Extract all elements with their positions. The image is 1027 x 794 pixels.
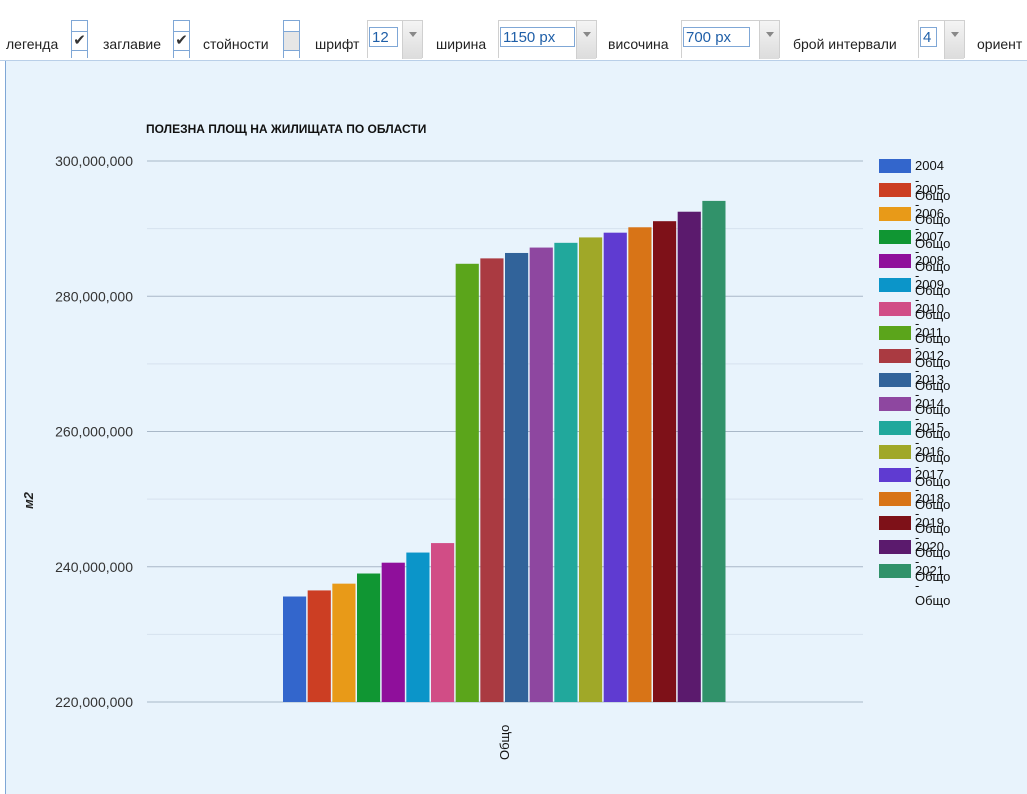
font-size-input[interactable]: 12 [369, 27, 398, 47]
bar-2011 [455, 263, 479, 702]
legend-swatch [879, 468, 911, 483]
bar-2014 [529, 247, 553, 702]
values-checkbox[interactable] [283, 20, 300, 58]
chart-options-toolbar: легенда ✔ заглавие ✔ стойности шрифт 12 … [0, 0, 1027, 61]
legend-label: 2014 - Общо [915, 395, 951, 441]
bar-2006 [332, 583, 356, 702]
legend-swatch [879, 539, 911, 554]
title-label: заглавие [103, 36, 162, 52]
font-label: шрифт [315, 36, 360, 52]
orientation-label: ориент [977, 36, 1023, 52]
legend-swatch [879, 325, 911, 340]
title-checkbox-mark: ✔ [174, 31, 189, 51]
y-tick-label: 280,000,000 [55, 288, 133, 304]
legend-checkbox[interactable]: ✔ [71, 20, 88, 58]
legend-swatch [879, 396, 911, 411]
legend-label: 2004 - Общо [915, 158, 951, 203]
legend-swatch [879, 301, 911, 316]
legend-checkbox-mark: ✔ [72, 31, 87, 51]
y-tick-label: 300,000,000 [55, 153, 133, 169]
intervals-input[interactable]: 4 [920, 27, 937, 47]
bar-2013 [505, 252, 529, 702]
legend-label: 2013 - Общо [915, 372, 951, 418]
legend-label: 2009 - Общо [915, 276, 951, 322]
values-label: стойности [203, 36, 269, 52]
legend-label: 2020 - Общо [915, 538, 951, 584]
legend-label: 2007 - Общо [915, 229, 951, 275]
legend-swatch [879, 563, 911, 578]
bar-2016 [579, 237, 603, 702]
bar-2021 [702, 200, 726, 702]
bar-2007 [357, 573, 381, 702]
bar-2019 [653, 221, 677, 702]
legend-swatch [879, 515, 911, 530]
legend-label: 2008 - Общо [915, 253, 951, 299]
legend-label: 2011 - Общо [915, 324, 951, 370]
width-spinner[interactable]: 1150 px [498, 20, 597, 59]
y-tick-label: 240,000,000 [55, 559, 133, 575]
bar-2008 [381, 562, 405, 702]
legend-label: 2021 - Общо [915, 562, 951, 608]
width-input[interactable]: 1150 px [500, 27, 575, 47]
height-label: височина [608, 36, 669, 52]
font-size-dropdown-arrow[interactable] [402, 21, 422, 59]
values-checkbox-mark [284, 31, 299, 51]
width-dropdown-arrow[interactable] [576, 21, 596, 59]
title-checkbox[interactable]: ✔ [173, 20, 190, 58]
legend-swatch [879, 444, 911, 459]
intervals-spinner[interactable]: 4 [918, 20, 965, 59]
legend-label: 2010 - Общо [915, 300, 951, 346]
intervals-label: брой интервали [793, 36, 897, 52]
bar-2018 [628, 227, 652, 702]
legend-label: 2006 - Общо [915, 205, 951, 251]
legend-label: 2005 - Общо [915, 181, 951, 227]
y-axis-label: м2 [20, 492, 36, 509]
width-label: ширина [436, 36, 487, 52]
legend-label: легенда [6, 36, 59, 52]
legend-swatch [879, 159, 911, 173]
y-tick-label: 220,000,000 [55, 694, 133, 710]
legend-label: 2012 - Общо [915, 348, 951, 394]
bar-2004 [283, 596, 307, 702]
y-tick-label: 260,000,000 [55, 424, 133, 440]
font-size-spinner[interactable]: 12 [367, 20, 423, 59]
legend-swatch [879, 373, 911, 388]
bar-2012 [480, 258, 504, 702]
chart-area: 220,000,000 240,000,000 260,000,000 280,000… [5, 61, 1027, 794]
legend-swatch [879, 277, 911, 292]
legend-label: 2016 - Общо [915, 443, 951, 489]
legend-swatch [879, 349, 911, 364]
legend-swatch [879, 206, 911, 221]
legend-swatch [879, 230, 911, 245]
bar-2005 [307, 590, 331, 702]
height-input[interactable]: 700 px [683, 27, 750, 47]
height-dropdown-arrow[interactable] [759, 21, 779, 59]
legend-swatch [879, 254, 911, 269]
legend-label: 2018 - Общо [915, 491, 951, 537]
intervals-dropdown-arrow[interactable] [944, 21, 964, 59]
legend-label: 2019 - Общо [915, 514, 951, 560]
legend-label: 2017 - Общо [915, 467, 951, 513]
legend-swatch [879, 492, 911, 507]
bar-2009 [406, 552, 430, 702]
bar-2010 [431, 543, 455, 702]
legend-swatch [879, 420, 911, 435]
x-category-label: Общо [497, 725, 512, 760]
bar-2017 [603, 232, 627, 702]
height-spinner[interactable]: 700 px [681, 20, 780, 59]
bar-2020 [677, 211, 701, 702]
chart-title: ПОЛЕЗНА ПЛОЩ НА ЖИЛИЩАТА ПО ОБЛАСТИ [146, 122, 427, 136]
legend-label: 2015 - Общо [915, 419, 951, 465]
legend-swatch [879, 182, 911, 197]
bar-2015 [554, 242, 578, 703]
